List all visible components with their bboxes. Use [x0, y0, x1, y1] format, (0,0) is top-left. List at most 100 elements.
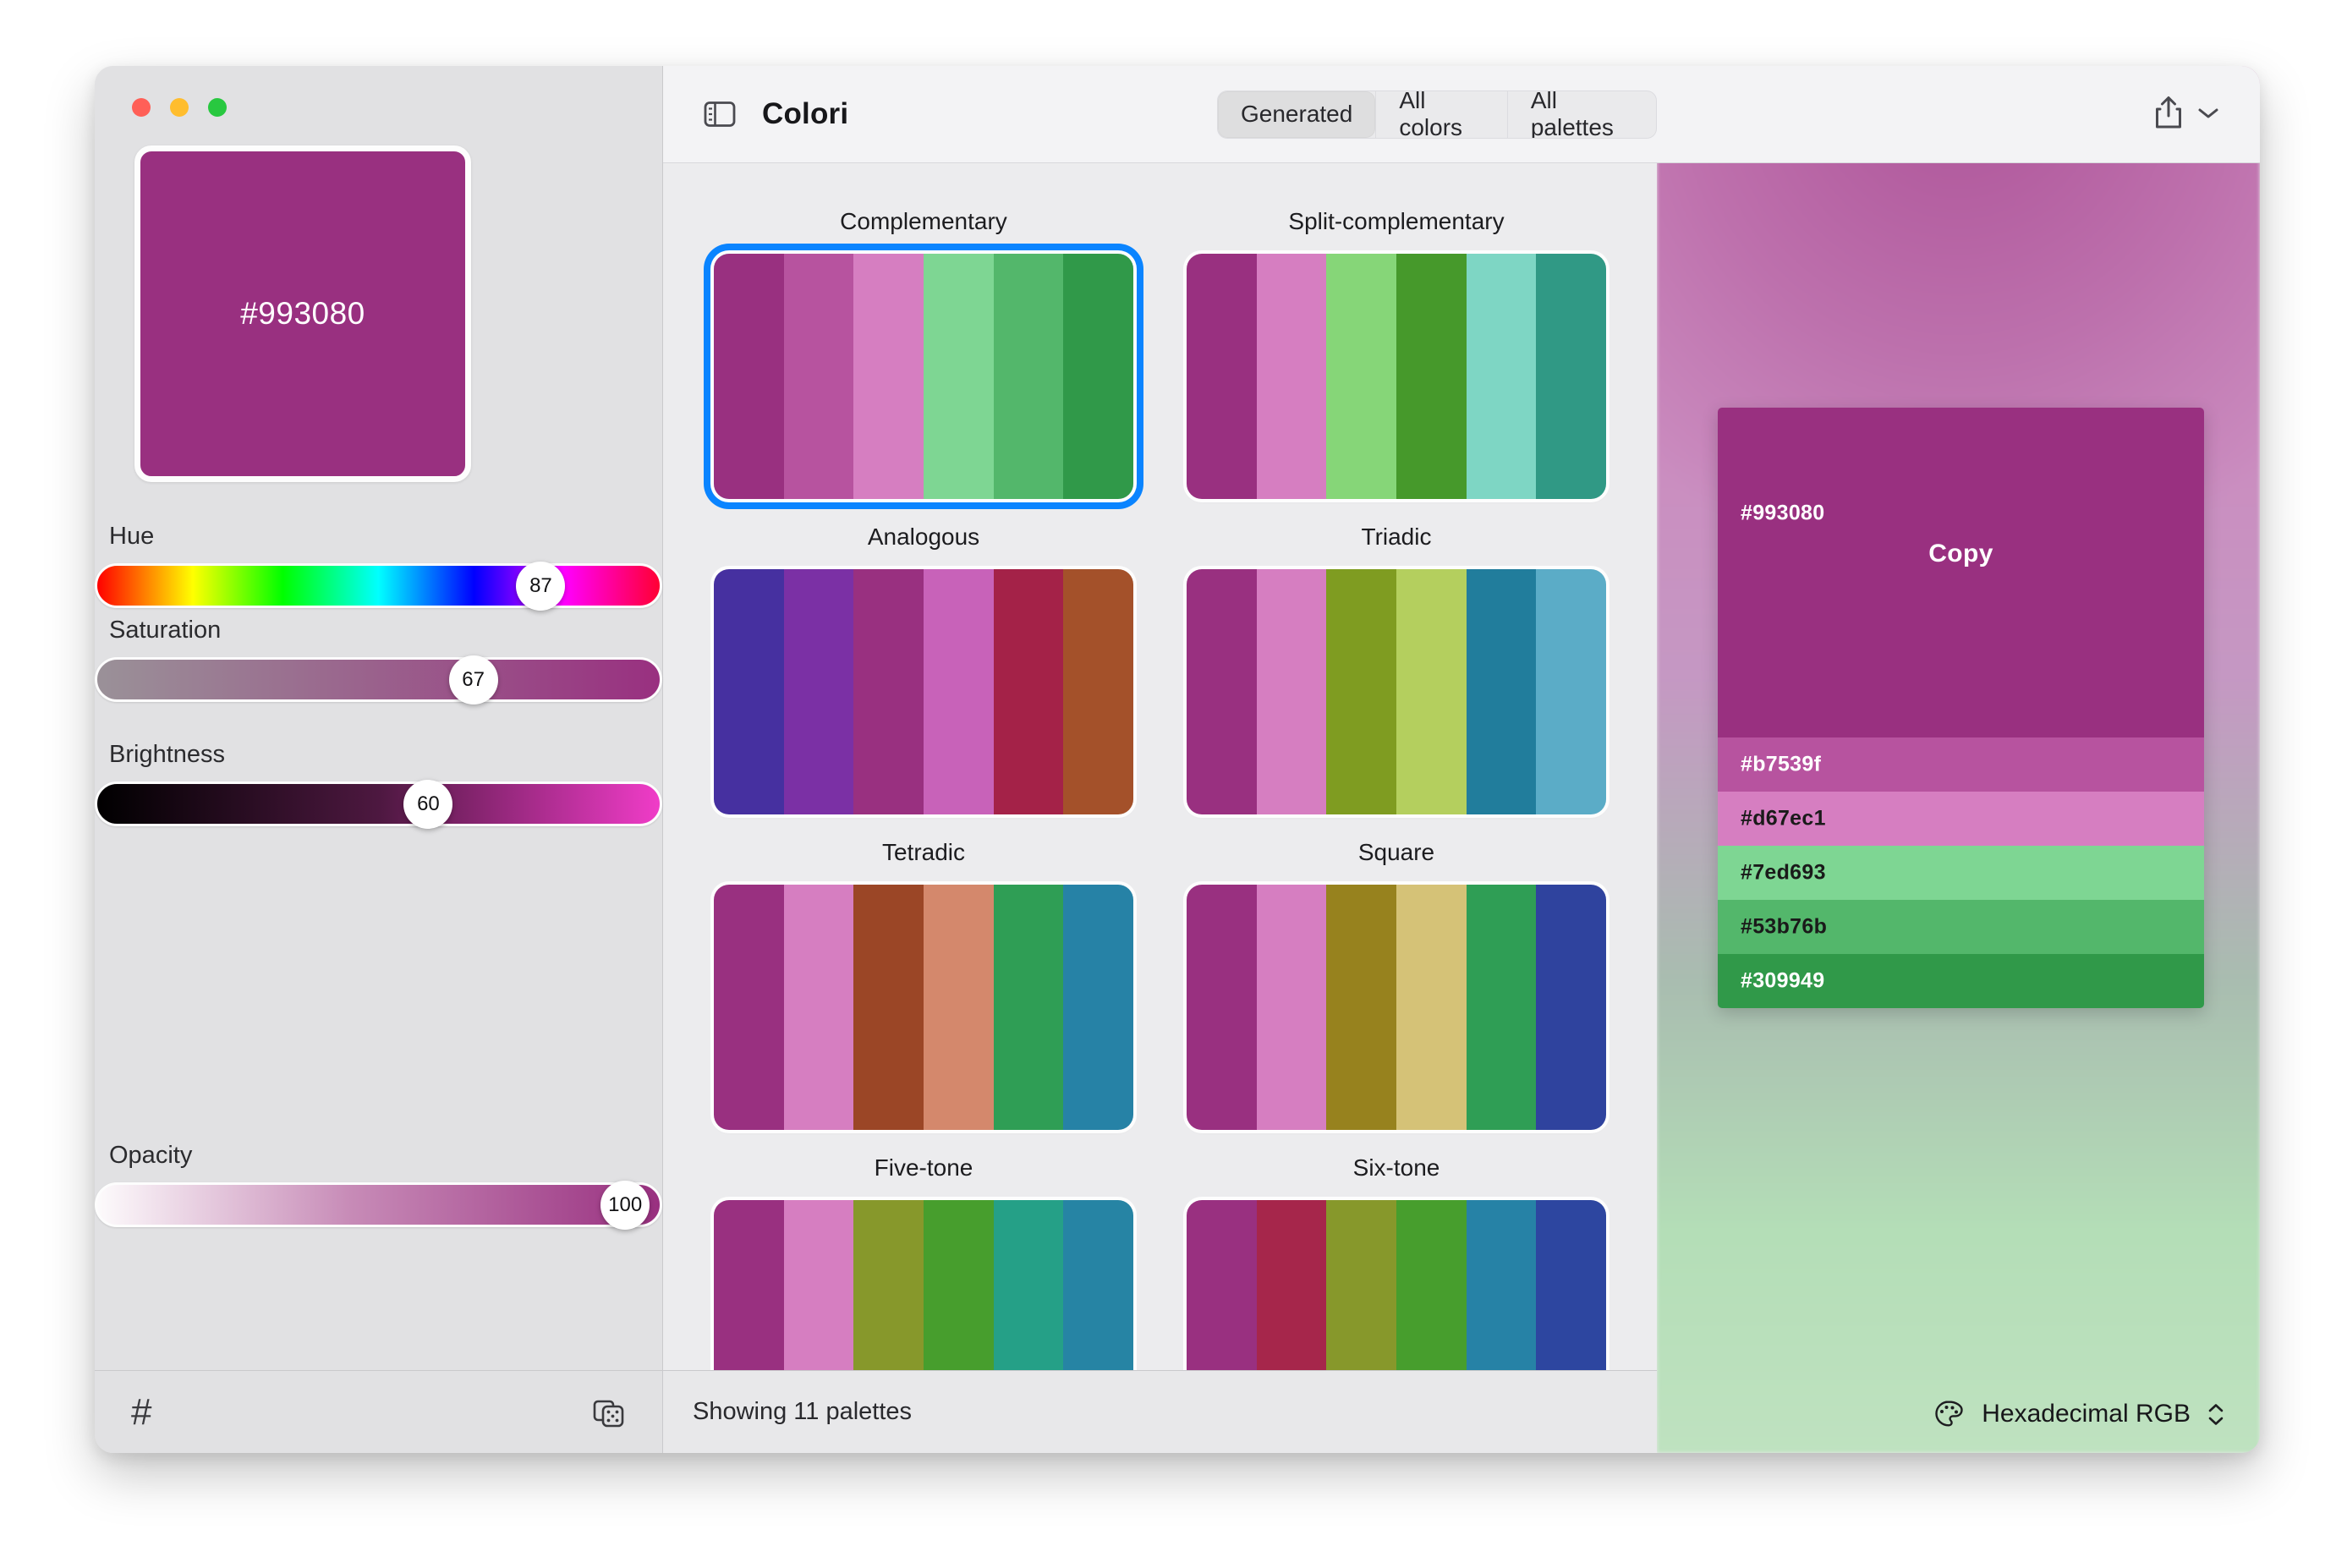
- palette-swatch[interactable]: [1466, 885, 1537, 1130]
- palette-swatch[interactable]: [993, 569, 1064, 814]
- palette-strip[interactable]: [1187, 885, 1606, 1130]
- palette-swatch[interactable]: [853, 1200, 924, 1370]
- palette-swatch[interactable]: [1466, 254, 1537, 499]
- color-format-dropdown[interactable]: Hexadecimal RGB: [1933, 1398, 2224, 1430]
- opacity-slider[interactable]: 100: [95, 1180, 662, 1230]
- palette-strip[interactable]: [714, 885, 1133, 1130]
- color-detail-pane: Copy #993080 #b7539f #d67ec1 #7ed693 #53b76…: [1657, 66, 2260, 1453]
- palette-strip[interactable]: [714, 1200, 1133, 1370]
- palette-swatch[interactable]: [1536, 569, 1606, 814]
- palette-swatch[interactable]: [1466, 1200, 1537, 1370]
- palette-swatch[interactable]: [783, 254, 854, 499]
- detail-hex-label: #b7539f: [1741, 752, 1822, 776]
- detail-hex-row[interactable]: #b7539f: [1718, 737, 2204, 792]
- palette-strip[interactable]: [1187, 569, 1606, 814]
- opacity-slider-knob[interactable]: 100: [600, 1180, 650, 1230]
- sidebar-toggle-icon[interactable]: [704, 101, 736, 128]
- status-bar: Showing 11 palettes: [663, 1370, 1657, 1453]
- palette-swatch[interactable]: [993, 885, 1064, 1130]
- palette-swatch[interactable]: [1187, 254, 1257, 499]
- palette-cell[interactable]: Split-complementary: [1187, 208, 1606, 499]
- palette-swatch[interactable]: [1187, 1200, 1257, 1370]
- hue-slider-knob[interactable]: 87: [516, 561, 566, 611]
- palette-swatch[interactable]: [924, 569, 994, 814]
- palette-strip[interactable]: [1187, 254, 1606, 499]
- palette-swatch[interactable]: [1326, 1200, 1397, 1370]
- copy-button[interactable]: Copy #993080: [1718, 408, 2204, 737]
- palette-swatch[interactable]: [1256, 885, 1327, 1130]
- palette-swatch[interactable]: [1187, 569, 1257, 814]
- palette-scroll-area[interactable]: Complementary Split-complementary Analogou…: [663, 163, 1657, 1370]
- palette-swatch[interactable]: [1466, 569, 1537, 814]
- palette-swatch[interactable]: [1063, 1200, 1133, 1370]
- palette-swatch[interactable]: [714, 1200, 784, 1370]
- palette-cell[interactable]: Tetradic: [714, 839, 1133, 1130]
- palette-cell[interactable]: Complementary: [714, 208, 1133, 499]
- palette-count-status: Showing 11 palettes: [693, 1398, 913, 1425]
- palette-swatch[interactable]: [993, 1200, 1064, 1370]
- palette-swatch[interactable]: [714, 885, 784, 1130]
- chevron-up-down-icon[interactable]: [2207, 1403, 2224, 1426]
- detail-hex-label: #53b76b: [1741, 914, 1828, 939]
- palette-swatch[interactable]: [1536, 885, 1606, 1130]
- palette-swatch[interactable]: [1536, 254, 1606, 499]
- palette-swatch[interactable]: [924, 885, 994, 1130]
- tab-all-colors[interactable]: All colors: [1375, 90, 1507, 138]
- palette-cell[interactable]: Six-tone: [1187, 1154, 1606, 1370]
- tab-generated[interactable]: Generated: [1218, 90, 1376, 138]
- palette-swatch[interactable]: [1256, 569, 1327, 814]
- palette-swatch[interactable]: [853, 885, 924, 1130]
- palette-swatch[interactable]: [1326, 254, 1397, 499]
- palette-strip[interactable]: [714, 569, 1133, 814]
- palette-swatch[interactable]: [1063, 885, 1133, 1130]
- detail-hex-rows: #b7539f #d67ec1 #7ed693 #53b76b #309949: [1718, 737, 2204, 1008]
- palette-swatch[interactable]: [1396, 254, 1467, 499]
- slider-group-saturation: Saturation 67: [95, 617, 662, 705]
- dice-icon[interactable]: [592, 1395, 626, 1429]
- color-format-label: Hexadecimal RGB: [1982, 1400, 2191, 1428]
- saturation-slider-knob[interactable]: 67: [448, 655, 498, 705]
- palette-swatch[interactable]: [783, 885, 854, 1130]
- share-button[interactable]: [2152, 95, 2219, 132]
- palette-swatch[interactable]: [1396, 885, 1467, 1130]
- palette-swatch[interactable]: [1256, 1200, 1327, 1370]
- palette-strip[interactable]: [1187, 1200, 1606, 1370]
- palette-swatch[interactable]: [1063, 254, 1133, 499]
- palette-swatch[interactable]: [1326, 569, 1397, 814]
- palette-swatch[interactable]: [1256, 254, 1327, 499]
- hash-icon[interactable]: #: [131, 1390, 152, 1433]
- tab-all-palettes[interactable]: All palettes: [1506, 90, 1656, 138]
- palette-cell[interactable]: Square: [1187, 839, 1606, 1130]
- palette-swatch[interactable]: [993, 254, 1064, 499]
- palette-swatch[interactable]: [714, 569, 784, 814]
- palette-swatch[interactable]: [783, 569, 854, 814]
- brightness-slider-knob[interactable]: 60: [403, 779, 453, 829]
- palette-swatch[interactable]: [1063, 569, 1133, 814]
- detail-hex-row[interactable]: #7ed693: [1718, 846, 2204, 900]
- palette-swatch[interactable]: [714, 254, 784, 499]
- minimize-button[interactable]: [170, 98, 189, 117]
- close-button[interactable]: [132, 98, 151, 117]
- brightness-slider[interactable]: 60: [95, 779, 662, 829]
- hue-slider[interactable]: 87: [95, 561, 662, 611]
- palette-swatch[interactable]: [924, 1200, 994, 1370]
- palette-swatch[interactable]: [924, 254, 994, 499]
- palette-swatch[interactable]: [1326, 885, 1397, 1130]
- palette-swatch[interactable]: [853, 569, 924, 814]
- palette-swatch[interactable]: [1396, 1200, 1467, 1370]
- detail-hex-row[interactable]: #d67ec1: [1718, 792, 2204, 846]
- zoom-button[interactable]: [208, 98, 227, 117]
- palette-swatch[interactable]: [1536, 1200, 1606, 1370]
- palette-swatch[interactable]: [1187, 885, 1257, 1130]
- palette-strip[interactable]: [714, 254, 1133, 499]
- detail-hex-row[interactable]: #309949: [1718, 954, 2204, 1008]
- palette-swatch[interactable]: [783, 1200, 854, 1370]
- palette-swatch[interactable]: [1396, 569, 1467, 814]
- detail-hex-row[interactable]: #53b76b: [1718, 900, 2204, 954]
- palette-cell[interactable]: Triadic: [1187, 524, 1606, 814]
- palette-cell[interactable]: Analogous: [714, 524, 1133, 814]
- palette-swatch[interactable]: [853, 254, 924, 499]
- palette-cell[interactable]: Five-tone: [714, 1154, 1133, 1370]
- saturation-slider[interactable]: 67: [95, 655, 662, 705]
- current-color-swatch[interactable]: #993080: [134, 145, 471, 482]
